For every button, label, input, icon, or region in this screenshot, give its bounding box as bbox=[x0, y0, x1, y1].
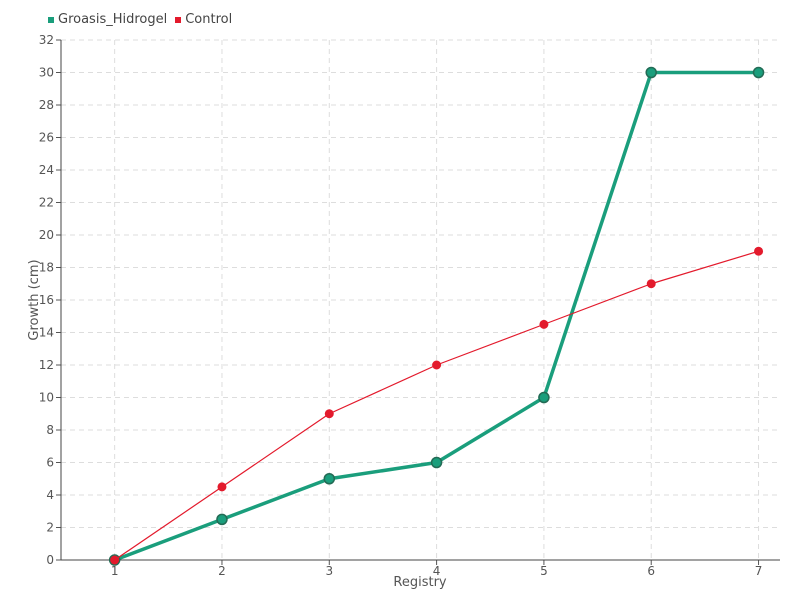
legend-item-control[interactable]: Control bbox=[175, 12, 232, 27]
grid bbox=[61, 39, 780, 560]
data-point-control bbox=[646, 279, 656, 289]
series-line-groasis bbox=[114, 70, 759, 562]
y-tick-label: 20 bbox=[39, 228, 54, 242]
y-tick-label: 26 bbox=[39, 131, 54, 145]
y-tick-label: 24 bbox=[39, 163, 54, 177]
y-tick-label: 30 bbox=[39, 66, 54, 80]
data-point-control bbox=[539, 319, 549, 329]
data-point-control bbox=[754, 246, 764, 256]
y-tick-label: 6 bbox=[46, 456, 54, 470]
data-point-groasis bbox=[538, 391, 550, 404]
data-point-groasis bbox=[645, 66, 657, 79]
y-tick-label: 12 bbox=[39, 358, 54, 372]
data-point-control bbox=[110, 555, 120, 565]
y-tick-label: 14 bbox=[39, 326, 54, 340]
data-point-groasis bbox=[323, 473, 336, 485]
legend-label-control: Control bbox=[185, 12, 233, 27]
x-tick-label: 6 bbox=[647, 564, 655, 578]
y-tick-label: 18 bbox=[39, 261, 54, 275]
data-point-groasis bbox=[430, 456, 443, 469]
x-tick-label: 4 bbox=[433, 564, 441, 578]
data-point-groasis bbox=[216, 513, 228, 526]
data-point-control bbox=[217, 482, 227, 492]
x-tick-label: 5 bbox=[540, 564, 548, 578]
x-tick-label: 2 bbox=[218, 564, 226, 578]
legend-label-groasis: Groasis_Hidrogel bbox=[58, 12, 168, 27]
y-tick-label: 28 bbox=[39, 98, 54, 112]
y-axis-title: Growth (cm) bbox=[27, 259, 42, 340]
series-line-control bbox=[114, 250, 759, 561]
y-tick-label: 22 bbox=[39, 196, 54, 210]
y-tick-label: 10 bbox=[39, 391, 54, 405]
legend-item-groasis[interactable]: Groasis_Hidrogel bbox=[48, 12, 167, 27]
data-point-control bbox=[324, 409, 334, 419]
x-tick-label: 1 bbox=[111, 564, 119, 578]
y-tick-label: 2 bbox=[46, 521, 54, 535]
x-tick-label: 3 bbox=[325, 564, 333, 578]
data-point-groasis bbox=[752, 66, 765, 79]
legend-swatch-groasis bbox=[48, 16, 54, 23]
data-point-control bbox=[432, 360, 442, 370]
y-tick-label: 4 bbox=[46, 488, 54, 502]
y-tick-label: 0 bbox=[46, 553, 54, 567]
y-tick-label: 32 bbox=[39, 33, 54, 47]
legend-swatch-control bbox=[175, 16, 182, 23]
x-tick-label: 7 bbox=[755, 564, 763, 578]
y-tick-label: 16 bbox=[39, 293, 54, 307]
legend: Groasis_Hidrogel Control bbox=[48, 12, 232, 27]
series-layer bbox=[108, 66, 765, 566]
y-tick-label: 8 bbox=[46, 423, 54, 437]
x-axis-title: Registry bbox=[393, 575, 447, 590]
